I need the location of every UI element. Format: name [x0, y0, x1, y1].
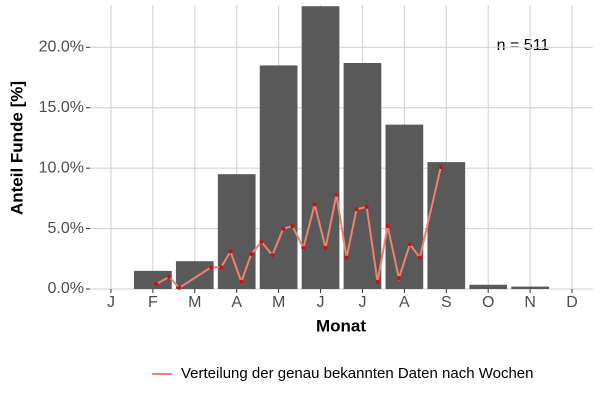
bar: [469, 284, 508, 289]
x-tick-label: J: [317, 294, 325, 311]
weekly-point: [334, 192, 339, 197]
weekly-point: [154, 282, 159, 287]
x-tick-label: M: [272, 294, 285, 311]
x-axis-title: Monat: [316, 316, 366, 335]
y-axis-title: Anteil Funde [%]: [7, 81, 26, 215]
weekly-point: [290, 224, 295, 229]
y-tick-label: 0.0%: [48, 280, 84, 297]
weekly-point: [396, 276, 401, 281]
x-tick-label: A: [231, 294, 242, 311]
weekly-point: [323, 245, 328, 250]
x-tick-label: F: [148, 294, 158, 311]
bar: [427, 162, 466, 289]
weekly-point: [177, 285, 182, 290]
weekly-point: [239, 279, 244, 284]
x-tick-label: N: [524, 294, 536, 311]
y-tick-label: 10.0%: [39, 159, 84, 176]
annotation: n = 511: [497, 37, 550, 54]
bar: [301, 6, 340, 290]
weekly-point: [417, 255, 422, 260]
legend-label: Verteilung der genau bekannten Daten nac…: [181, 365, 534, 382]
weekly-point: [167, 274, 172, 279]
x-tick-label: D: [566, 294, 578, 311]
weekly-point: [209, 265, 214, 270]
weekly-point: [249, 251, 254, 256]
x-tick-label: S: [441, 294, 452, 311]
weekly-point: [219, 265, 224, 270]
x-tick-label: O: [482, 294, 494, 311]
x-tick-label: J: [107, 294, 115, 311]
bar: [343, 63, 382, 289]
weekly-point: [228, 249, 233, 254]
x-tick-label: M: [188, 294, 201, 311]
x-tick-label: J: [358, 294, 366, 311]
weekly-point: [438, 164, 443, 169]
weekly-point: [281, 226, 286, 231]
weekly-point: [364, 204, 369, 209]
weekly-point: [354, 207, 359, 212]
bar: [259, 65, 298, 289]
bar: [134, 270, 172, 289]
weekly-point: [259, 239, 264, 244]
y-tick-label: 20.0%: [39, 39, 84, 56]
weekly-point: [375, 279, 380, 284]
weekly-point: [301, 245, 306, 250]
bar: [175, 261, 214, 289]
x-tick-label: A: [399, 294, 410, 311]
y-tick-label: 15.0%: [39, 99, 84, 116]
weekly-point: [385, 224, 390, 229]
weekly-point: [270, 253, 275, 258]
bar: [511, 286, 549, 289]
weekly-point: [407, 242, 412, 247]
y-tick-label: 5.0%: [48, 220, 84, 237]
weekly-point: [312, 202, 317, 207]
weekly-point: [344, 255, 349, 260]
